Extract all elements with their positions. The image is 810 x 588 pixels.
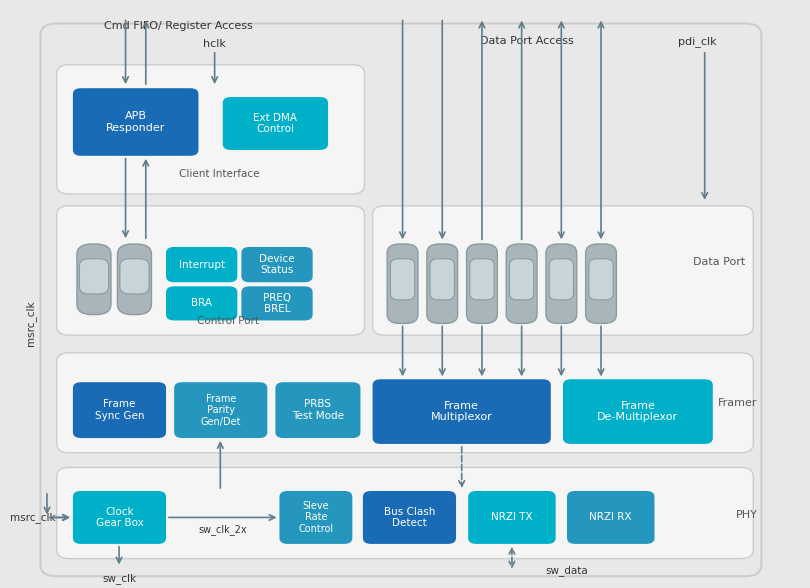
- Text: Frame
De-Multiplexor: Frame De-Multiplexor: [597, 401, 679, 422]
- FancyBboxPatch shape: [223, 97, 328, 150]
- FancyBboxPatch shape: [57, 467, 753, 559]
- FancyBboxPatch shape: [509, 259, 534, 300]
- FancyBboxPatch shape: [174, 382, 267, 438]
- Text: Interrupt: Interrupt: [179, 259, 224, 270]
- FancyBboxPatch shape: [166, 247, 237, 282]
- Text: Control Port: Control Port: [197, 316, 259, 326]
- FancyBboxPatch shape: [373, 379, 551, 444]
- FancyBboxPatch shape: [427, 244, 458, 323]
- Text: Device
Status: Device Status: [259, 254, 295, 275]
- Text: Bus Clash
Detect: Bus Clash Detect: [384, 507, 435, 528]
- Text: BRA: BRA: [191, 298, 212, 309]
- FancyBboxPatch shape: [40, 24, 761, 576]
- Text: Frame
Sync Gen: Frame Sync Gen: [95, 399, 144, 421]
- FancyBboxPatch shape: [73, 382, 166, 438]
- Text: NRZI RX: NRZI RX: [590, 512, 632, 523]
- FancyBboxPatch shape: [77, 244, 111, 315]
- FancyBboxPatch shape: [549, 259, 573, 300]
- FancyBboxPatch shape: [430, 259, 454, 300]
- FancyBboxPatch shape: [563, 379, 713, 444]
- Text: Framer: Framer: [718, 397, 757, 408]
- FancyBboxPatch shape: [117, 244, 151, 315]
- Text: Frame
Multiplexor: Frame Multiplexor: [431, 401, 492, 422]
- FancyBboxPatch shape: [73, 88, 198, 156]
- FancyBboxPatch shape: [57, 353, 753, 453]
- Text: sw_data: sw_data: [546, 565, 588, 576]
- FancyBboxPatch shape: [470, 259, 494, 300]
- Text: msrc_clk: msrc_clk: [10, 512, 55, 523]
- Text: msrc_clk: msrc_clk: [25, 300, 36, 346]
- Text: Client Interface: Client Interface: [179, 169, 259, 179]
- Text: PRBS
Test Mode: PRBS Test Mode: [292, 399, 344, 421]
- FancyBboxPatch shape: [120, 259, 149, 294]
- FancyBboxPatch shape: [546, 244, 577, 323]
- FancyBboxPatch shape: [275, 382, 360, 438]
- Text: sw_clk_2x: sw_clk_2x: [198, 524, 247, 536]
- Text: NRZI TX: NRZI TX: [491, 512, 533, 523]
- FancyBboxPatch shape: [373, 206, 753, 335]
- Text: Ext DMA
Control: Ext DMA Control: [254, 113, 297, 134]
- FancyBboxPatch shape: [241, 247, 313, 282]
- Text: hclk: hclk: [203, 39, 226, 49]
- Text: sw_clk: sw_clk: [102, 573, 136, 584]
- FancyBboxPatch shape: [586, 244, 616, 323]
- FancyBboxPatch shape: [567, 491, 654, 544]
- FancyBboxPatch shape: [166, 286, 237, 320]
- Text: Sleve
Rate
Control: Sleve Rate Control: [298, 501, 334, 534]
- FancyBboxPatch shape: [390, 259, 415, 300]
- FancyBboxPatch shape: [73, 491, 166, 544]
- FancyBboxPatch shape: [467, 244, 497, 323]
- Text: PREQ
BREL: PREQ BREL: [263, 293, 291, 314]
- Text: Cmd FIFO/ Register Access: Cmd FIFO/ Register Access: [104, 21, 253, 32]
- Text: PHY: PHY: [735, 509, 757, 520]
- Text: APB
Responder: APB Responder: [106, 111, 165, 132]
- FancyBboxPatch shape: [279, 491, 352, 544]
- FancyBboxPatch shape: [79, 259, 109, 294]
- FancyBboxPatch shape: [468, 491, 556, 544]
- Text: Clock
Gear Box: Clock Gear Box: [96, 507, 143, 528]
- FancyBboxPatch shape: [241, 286, 313, 320]
- FancyBboxPatch shape: [57, 65, 364, 194]
- Text: Data Port Access: Data Port Access: [480, 36, 573, 46]
- FancyBboxPatch shape: [506, 244, 537, 323]
- Text: Frame
Parity
Gen/Det: Frame Parity Gen/Det: [201, 393, 241, 427]
- Text: pdi_clk: pdi_clk: [678, 36, 717, 46]
- FancyBboxPatch shape: [57, 206, 364, 335]
- FancyBboxPatch shape: [363, 491, 456, 544]
- FancyBboxPatch shape: [589, 259, 613, 300]
- FancyBboxPatch shape: [387, 244, 418, 323]
- Text: Data Port: Data Port: [693, 256, 745, 267]
